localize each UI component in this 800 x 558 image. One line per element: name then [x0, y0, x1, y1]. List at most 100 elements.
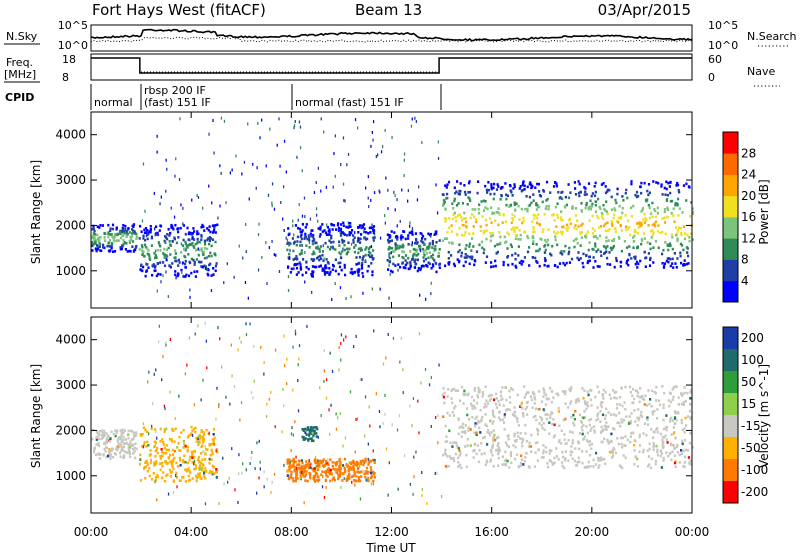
scatter-echo [410, 124, 413, 128]
range-gate-cell [462, 426, 465, 430]
scatter-echo [354, 231, 356, 235]
range-gate-cell [153, 251, 156, 255]
range-gate-cell [533, 395, 536, 399]
range-gate-cell [585, 439, 588, 442]
range-gate-cell [161, 450, 164, 454]
range-gate-cell [634, 420, 637, 423]
range-gate-cell [115, 445, 118, 448]
range-gate-cell [530, 450, 533, 453]
range-gate-cell [193, 449, 196, 453]
range-gate-cell [620, 215, 623, 219]
range-gate-cell [500, 193, 503, 197]
range-gate-cell [422, 252, 425, 255]
range-gate-cell [182, 439, 185, 443]
range-gate-cell [299, 263, 302, 266]
range-gate-cell [574, 224, 577, 227]
range-gate-cell [517, 435, 520, 438]
range-gate-cell [409, 265, 412, 268]
range-gate-cell [596, 265, 599, 268]
range-gate-cell [471, 255, 474, 259]
range-gate-cell [151, 273, 154, 277]
scatter-echo [303, 501, 305, 505]
range-gate-cell [505, 203, 508, 207]
scatter-echo [340, 333, 343, 337]
range-gate-cell [418, 244, 421, 248]
range-gate-cell [642, 450, 645, 454]
range-gate-cell [304, 226, 307, 229]
range-gate-cell [122, 242, 125, 246]
range-gate-cell [604, 462, 607, 466]
scatter-echo [322, 475, 324, 478]
range-gate-cell [174, 223, 177, 227]
range-gate-cell [197, 232, 200, 236]
range-gate-cell [343, 467, 346, 471]
range-gate-cell [96, 244, 99, 247]
cpid-segment-normal-fast: normal (fast) 151 IF [295, 96, 404, 109]
range-gate-cell [613, 207, 616, 210]
scatter-echo [225, 201, 227, 205]
scatter-echo [289, 460, 291, 464]
range-gate-cell [640, 210, 643, 213]
scatter-echo [198, 468, 200, 472]
range-gate-cell [314, 246, 318, 250]
range-gate-cell [625, 261, 628, 265]
scatter-echo [353, 345, 355, 349]
range-gate-cell [349, 222, 352, 225]
range-gate-cell [509, 453, 512, 456]
colorbar-segment [723, 349, 738, 372]
range-gate-cell [577, 180, 580, 183]
scatter-echo [384, 393, 386, 397]
range-gate-cell [489, 460, 492, 463]
range-gate-cell [689, 459, 692, 463]
range-gate-cell [369, 460, 372, 463]
range-gate-cell [428, 243, 431, 247]
range-gate-cell [339, 461, 342, 464]
range-gate-cell [676, 229, 679, 232]
scatter-echo [208, 184, 210, 188]
range-gate-cell [484, 413, 487, 416]
range-gate-cell [553, 423, 556, 427]
range-gate-cell [549, 252, 552, 256]
range-gate-cell [477, 460, 481, 464]
range-gate-cell [600, 183, 603, 186]
scatter-echo [193, 462, 195, 465]
scatter-echo [371, 131, 373, 134]
scatter-echo [367, 457, 369, 461]
range-gate-cell [404, 254, 408, 257]
range-gate-cell [624, 408, 627, 411]
range-gate-cell [169, 460, 172, 464]
range-gate-cell [388, 236, 391, 239]
range-gate-cell [620, 436, 623, 440]
range-gate-cell [511, 213, 514, 216]
range-gate-cell [134, 434, 137, 438]
scatter-echo [235, 154, 237, 158]
range-gate-cell [661, 252, 664, 256]
range-gate-cell [451, 401, 454, 405]
range-gate-cell [604, 185, 607, 188]
range-gate-cell [355, 256, 358, 259]
range-gate-cell [420, 265, 423, 268]
range-gate-cell [295, 470, 298, 473]
range-gate-cell [496, 211, 499, 214]
range-gate-cell [563, 250, 566, 253]
range-gate-cell [211, 464, 214, 468]
range-gate-cell [587, 460, 590, 464]
range-gate-cell [654, 209, 657, 213]
range-gate-cell [123, 429, 126, 432]
scatter-echo [315, 207, 318, 211]
range-gate-cell [292, 249, 295, 253]
range-gate-cell [614, 208, 617, 212]
scatter-echo [174, 174, 176, 178]
range-gate-cell [200, 429, 203, 432]
scatter-echo [379, 425, 381, 429]
range-gate-cell [171, 262, 174, 265]
range-gate-cell [490, 393, 493, 397]
range-gate-cell [187, 274, 191, 278]
range-gate-cell [598, 234, 602, 238]
range-gate-cell [583, 435, 586, 438]
range-gate-cell [457, 250, 460, 254]
range-gate-cell [471, 237, 474, 240]
scatter-echo [241, 172, 243, 176]
range-gate-cell [483, 248, 486, 251]
scatter-echo [424, 367, 427, 371]
